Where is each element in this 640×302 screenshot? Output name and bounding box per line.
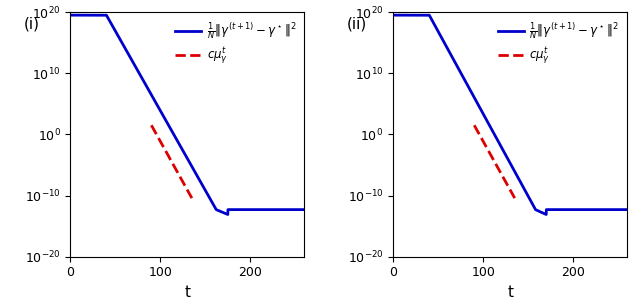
$c\mu_{\gamma}^t$: [188, 196, 196, 200]
Line: $c\mu_{\gamma}^t$: $c\mu_{\gamma}^t$: [474, 125, 515, 198]
$\frac{1}{N}\|\gamma^{(t+1)} - \gamma^\star\|^2$: [573, 208, 581, 211]
Line: $c\mu_{\gamma}^t$: $c\mu_{\gamma}^t$: [152, 125, 192, 198]
$\frac{1}{N}\|\gamma^{(t+1)} - \gamma^\star\|^2$: [542, 213, 550, 216]
$c\mu_{\gamma}^t$: [481, 143, 489, 146]
Legend: $\frac{1}{N}\|\gamma^{(t+1)} - \gamma^\star\|^2$, $c\mu_{\gamma}^t$: $\frac{1}{N}\|\gamma^{(t+1)} - \gamma^\s…: [495, 18, 621, 69]
$c\mu_{\gamma}^t$: [511, 196, 518, 200]
$\frac{1}{N}\|\gamma^{(t+1)} - \gamma^\star\|^2$: [180, 151, 188, 155]
$c\mu_{\gamma}^t$: [184, 190, 192, 194]
$\frac{1}{N}\|\gamma^{(t+1)} - \gamma^\star\|^2$: [389, 13, 397, 17]
$\frac{1}{N}\|\gamma^{(t+1)} - \gamma^\star\|^2$: [174, 140, 182, 144]
Line: $\frac{1}{N}\|\gamma^{(t+1)} - \gamma^\star\|^2$: $\frac{1}{N}\|\gamma^{(t+1)} - \gamma^\s…: [70, 15, 305, 214]
$c\mu_{\gamma}^t$: [508, 190, 515, 194]
$\frac{1}{N}\|\gamma^{(t+1)} - \gamma^\star\|^2$: [301, 208, 308, 211]
$\frac{1}{N}\|\gamma^{(t+1)} - \gamma^\star\|^2$: [401, 13, 409, 17]
$c\mu_{\gamma}^t$: [158, 143, 166, 146]
$\frac{1}{N}\|\gamma^{(t+1)} - \gamma^\star\|^2$: [616, 208, 624, 211]
X-axis label: t: t: [508, 285, 513, 300]
$c\mu_{\gamma}^t$: [473, 128, 481, 131]
$c\mu_{\gamma}^t$: [155, 137, 163, 141]
$\frac{1}{N}\|\gamma^{(t+1)} - \gamma^\star\|^2$: [503, 156, 511, 159]
$\frac{1}{N}\|\gamma^{(t+1)} - \gamma^\star\|^2$: [294, 208, 301, 211]
$\frac{1}{N}\|\gamma^{(t+1)} - \gamma^\star\|^2$: [79, 13, 86, 17]
$\frac{1}{N}\|\gamma^{(t+1)} - \gamma^\star\|^2$: [251, 208, 259, 211]
$\frac{1}{N}\|\gamma^{(t+1)} - \gamma^\star\|^2$: [623, 208, 631, 211]
Text: (i): (i): [24, 17, 40, 32]
$\frac{1}{N}\|\gamma^{(t+1)} - \gamma^\star\|^2$: [67, 13, 74, 17]
$c\mu_{\gamma}^t$: [470, 124, 478, 127]
$\frac{1}{N}\|\gamma^{(t+1)} - \gamma^\star\|^2$: [617, 208, 625, 211]
$\frac{1}{N}\|\gamma^{(t+1)} - \gamma^\star\|^2$: [224, 213, 232, 216]
$c\mu_{\gamma}^t$: [149, 126, 157, 130]
Text: (ii): (ii): [346, 17, 367, 32]
Legend: $\frac{1}{N}\|\gamma^{(t+1)} - \gamma^\star\|^2$, $c\mu_{\gamma}^t$: $\frac{1}{N}\|\gamma^{(t+1)} - \gamma^\s…: [172, 18, 298, 69]
$c\mu_{\gamma}^t$: [186, 193, 194, 196]
$\frac{1}{N}\|\gamma^{(t+1)} - \gamma^\star\|^2$: [294, 208, 301, 211]
X-axis label: t: t: [184, 285, 190, 300]
$\frac{1}{N}\|\gamma^{(t+1)} - \gamma^\star\|^2$: [497, 144, 505, 148]
Line: $\frac{1}{N}\|\gamma^{(t+1)} - \gamma^\star\|^2$: $\frac{1}{N}\|\gamma^{(t+1)} - \gamma^\s…: [393, 15, 627, 214]
$c\mu_{\gamma}^t$: [148, 124, 156, 127]
$c\mu_{\gamma}^t$: [509, 193, 516, 196]
$c\mu_{\gamma}^t$: [478, 137, 486, 141]
$c\mu_{\gamma}^t$: [150, 128, 157, 131]
$c\mu_{\gamma}^t$: [472, 126, 480, 130]
